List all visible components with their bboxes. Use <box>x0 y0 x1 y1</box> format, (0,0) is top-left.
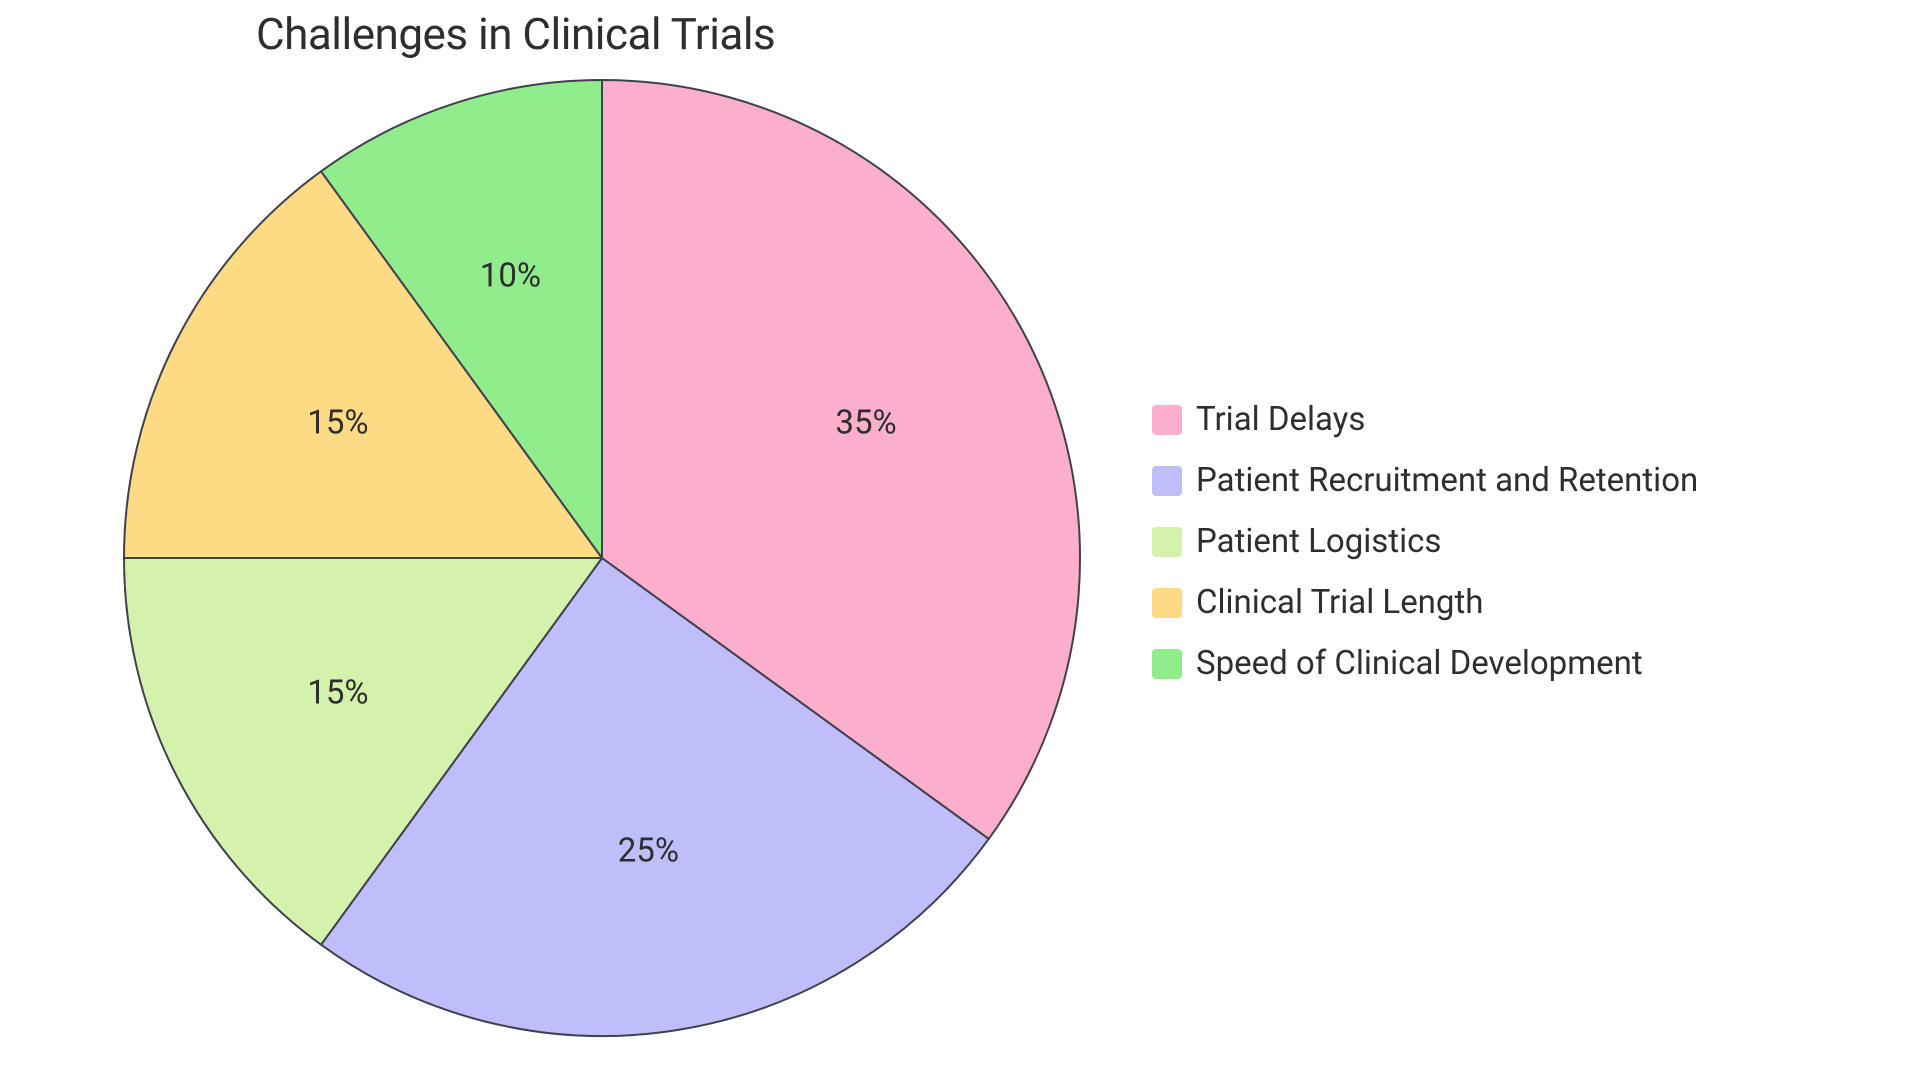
chart-title: Challenges in Clinical Trials <box>256 8 775 60</box>
legend-label: Patient Recruitment and Retention <box>1196 461 1698 500</box>
pie-svg <box>120 76 1084 1040</box>
slice-label: 35% <box>835 404 896 443</box>
slice-label: 10% <box>480 257 541 296</box>
legend-swatch <box>1152 405 1182 435</box>
legend-swatch <box>1152 466 1182 496</box>
pie-chart <box>120 76 1084 1040</box>
slice-label: 15% <box>307 404 368 443</box>
legend-label: Trial Delays <box>1196 400 1365 439</box>
legend-item: Patient Logistics <box>1152 522 1698 561</box>
legend-item: Speed of Clinical Development <box>1152 644 1698 683</box>
legend-swatch <box>1152 527 1182 557</box>
slice-label: 25% <box>618 831 679 870</box>
legend-label: Patient Logistics <box>1196 522 1441 561</box>
legend-swatch <box>1152 649 1182 679</box>
legend-item: Trial Delays <box>1152 400 1698 439</box>
chart-container: Challenges in Clinical Trials Trial Dela… <box>0 0 1920 1080</box>
slice-label: 15% <box>307 673 368 712</box>
legend-label: Speed of Clinical Development <box>1196 644 1643 683</box>
legend-item: Clinical Trial Length <box>1152 583 1698 622</box>
legend-item: Patient Recruitment and Retention <box>1152 461 1698 500</box>
legend: Trial Delays Patient Recruitment and Rete… <box>1152 400 1698 683</box>
legend-swatch <box>1152 588 1182 618</box>
legend-label: Clinical Trial Length <box>1196 583 1483 622</box>
